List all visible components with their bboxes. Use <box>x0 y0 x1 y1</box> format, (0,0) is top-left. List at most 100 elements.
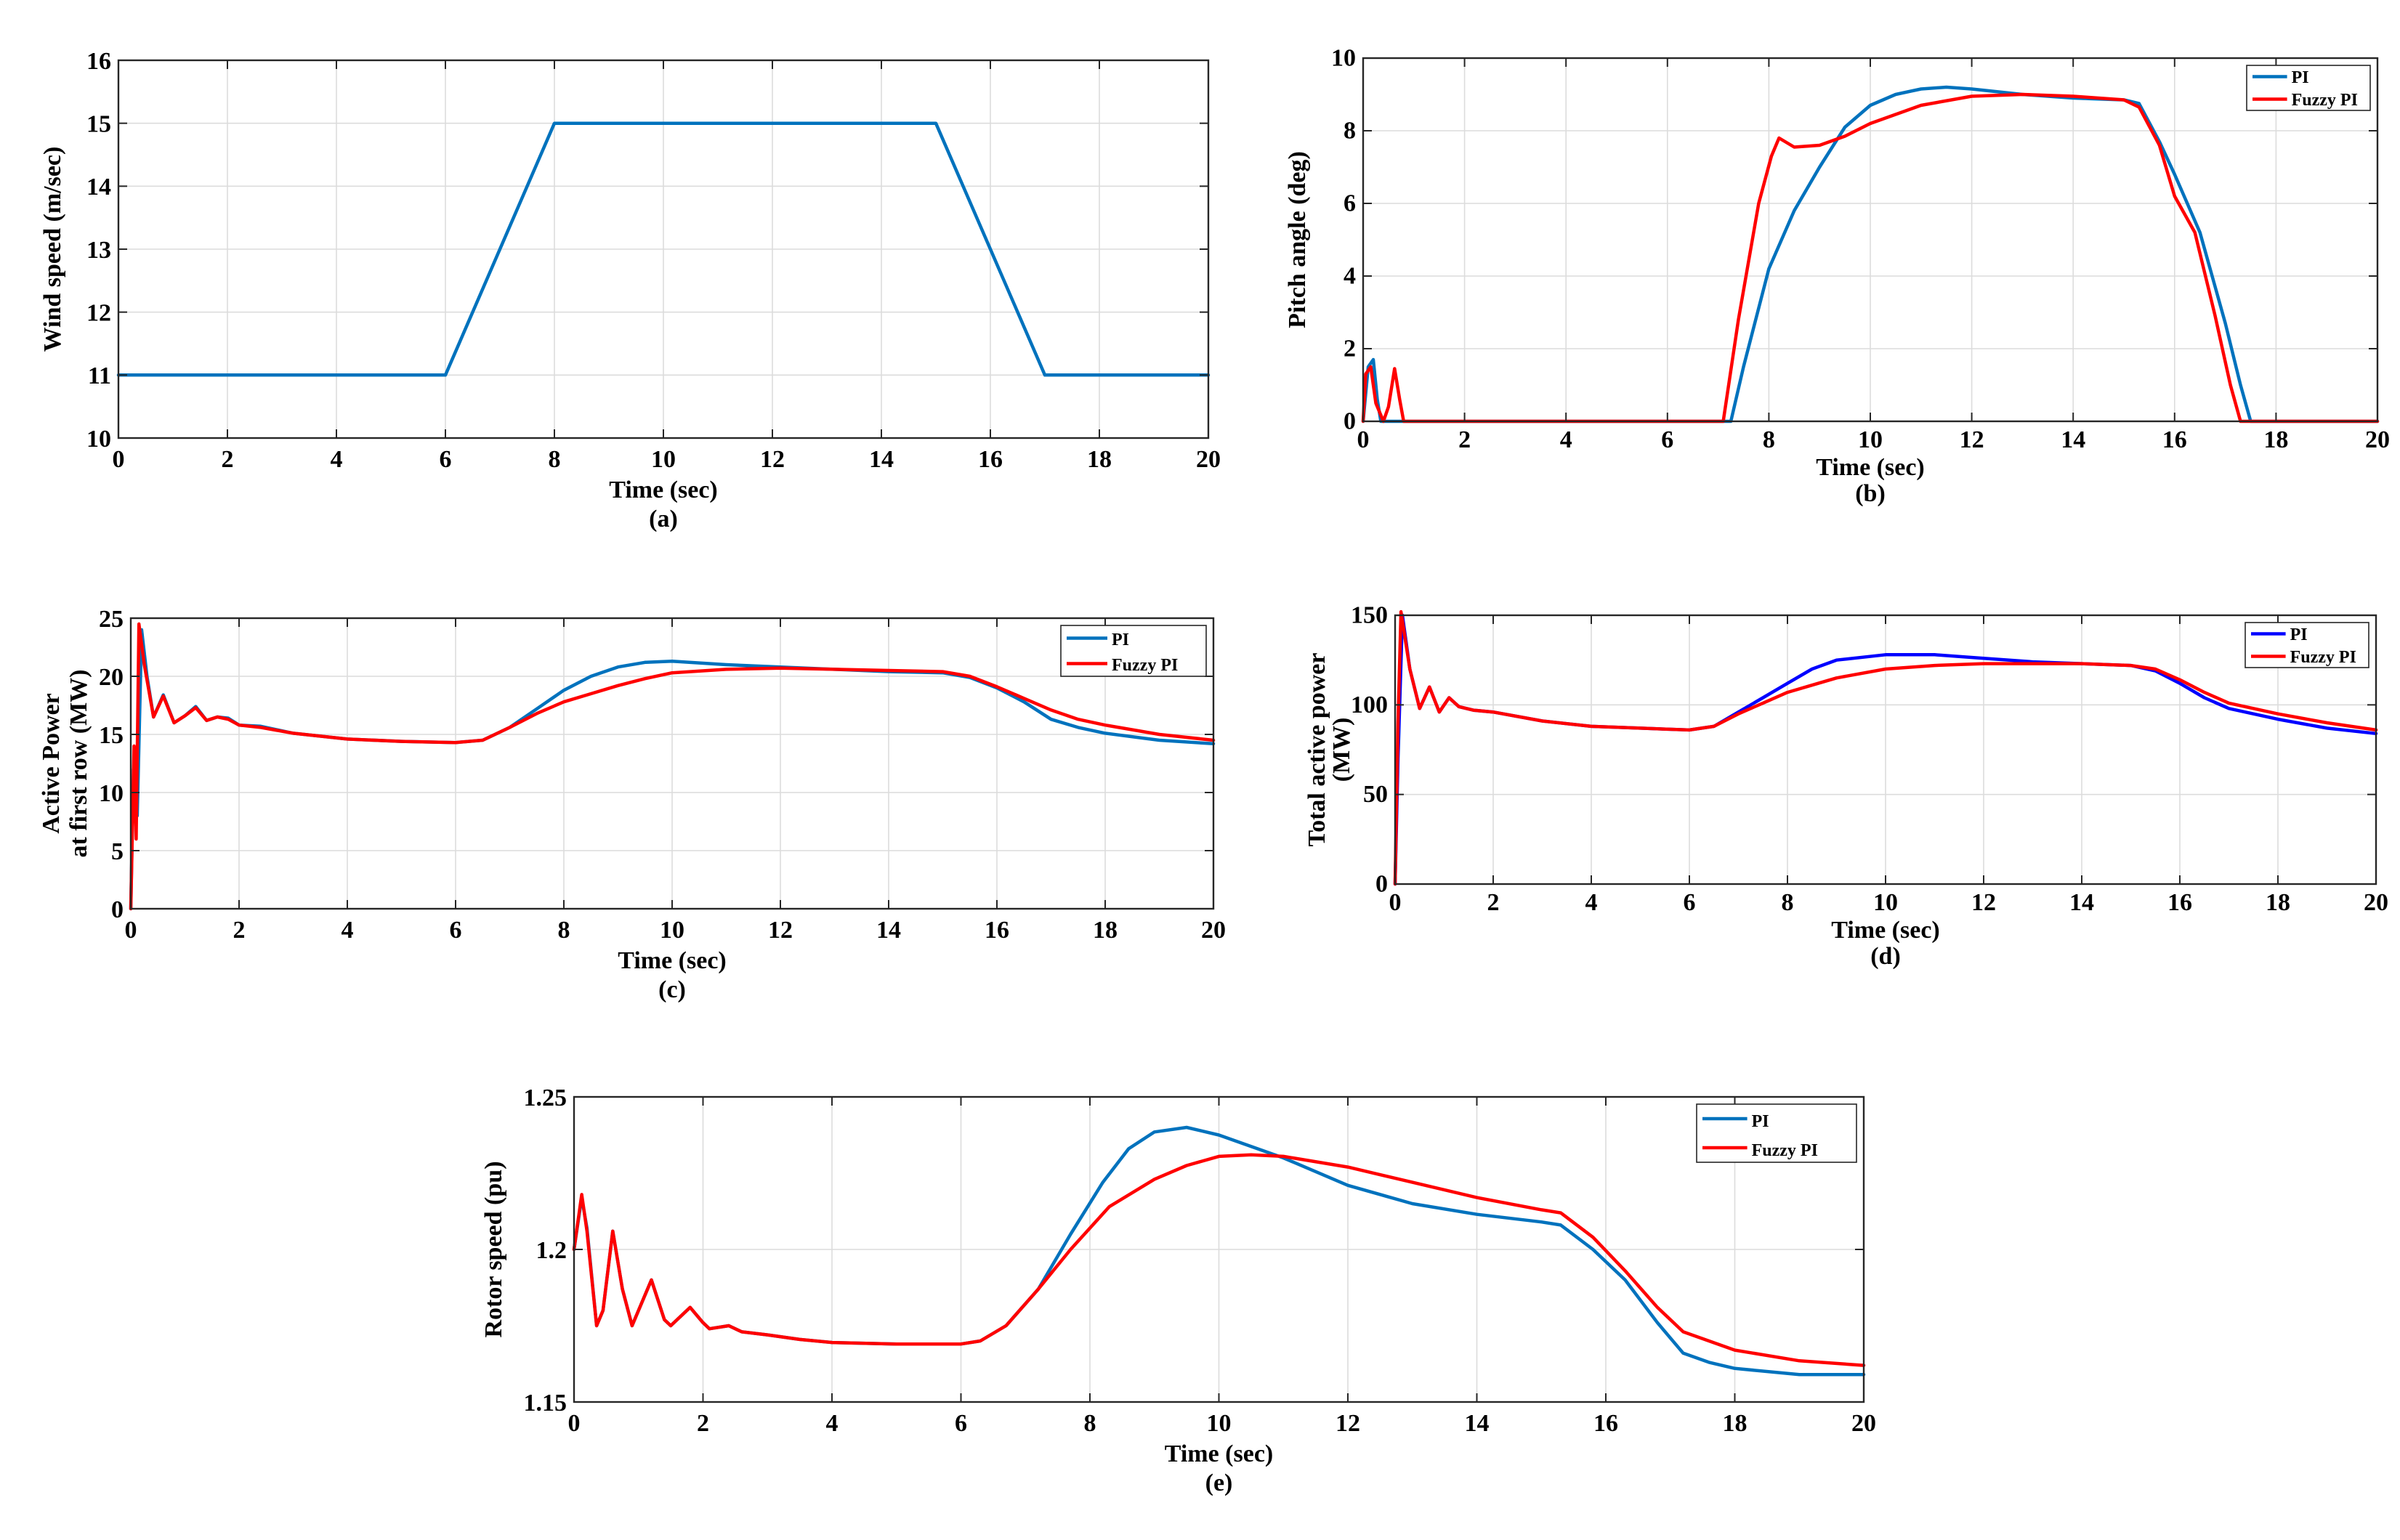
chart-panel-a: 0 2 4 6 8 10 12 14 16 18 20 10 11 12 13 14 15 16 Time (sec… <box>39 48 1221 532</box>
y-tick-label: 1.15 <box>524 1390 567 1417</box>
x-tick-label: 18 <box>2266 889 2290 916</box>
x-axis-label: Time (sec) <box>1165 1440 1273 1467</box>
x-tick-label: 10 <box>1858 426 1883 453</box>
y-tick-label: 12 <box>86 300 111 327</box>
y-tick-label: 10 <box>1331 45 1356 72</box>
x-tick-label: 8 <box>549 446 561 473</box>
x-tick-label: 20 <box>1851 1410 1876 1437</box>
x-tick-label: 2 <box>697 1410 709 1437</box>
x-tick-label: 14 <box>876 917 901 944</box>
y-tick-label: 25 <box>99 606 124 633</box>
subfigure-caption: (a) <box>649 506 678 532</box>
y-tick-label: 13 <box>86 237 111 264</box>
x-tick-label: 18 <box>1093 917 1118 944</box>
y-tick-label: 10 <box>99 780 124 807</box>
y-axis-label: Active Power <box>38 693 65 834</box>
x-tick-label: 0 <box>113 446 125 473</box>
x-tick-label: 20 <box>2364 889 2388 916</box>
x-tick-label: 18 <box>1087 446 1112 473</box>
legend: PI Fuzzy PI <box>1060 625 1207 677</box>
legend: PI Fuzzy PI <box>2245 622 2369 668</box>
x-tick-label: 18 <box>1723 1410 1748 1437</box>
x-tick-label: 6 <box>1661 426 1673 453</box>
x-tick-label: 16 <box>978 446 1003 473</box>
x-tick-label: 20 <box>1196 446 1221 473</box>
y-tick-label: 5 <box>111 838 124 865</box>
legend-label: PI <box>2290 625 2308 644</box>
series-line-fuzzy-pi <box>129 622 1216 911</box>
chart-panel-d: 0 2 4 6 8 10 12 14 16 18 20 0 50 100 150 Time (sec)(d) T… <box>1304 602 2388 970</box>
y-tick-label: 150 <box>1351 602 1388 629</box>
legend-label: Fuzzy PI <box>1112 656 1178 675</box>
x-tick-label: 14 <box>869 446 894 473</box>
x-tick-label: 14 <box>1465 1410 1490 1437</box>
y-tick-label: 0 <box>111 896 124 923</box>
legend-label: PI <box>1752 1112 1769 1131</box>
x-tick-label: 2 <box>233 917 246 944</box>
x-tick-label: 16 <box>2167 889 2192 916</box>
chart-panel-e: 0 2 4 6 8 10 12 14 16 18 20 1.15 1.2 1.25 Time (sec) (e… <box>480 1085 1876 1496</box>
x-tick-label: 14 <box>2069 889 2094 916</box>
legend-label: Fuzzy PI <box>2292 91 2358 110</box>
legend-label: PI <box>1112 631 1129 649</box>
x-tick-label: 0 <box>125 917 137 944</box>
x-tick-label: 20 <box>1201 917 1226 944</box>
x-tick-label: 6 <box>450 917 462 944</box>
legend: PI Fuzzy PI <box>2246 65 2371 111</box>
x-axis-label: Time (sec) <box>1816 454 1924 481</box>
x-tick-label: 10 <box>651 446 676 473</box>
x-tick-label: 6 <box>1684 889 1696 916</box>
x-tick-label: 0 <box>568 1410 581 1437</box>
y-tick-label: 15 <box>86 111 111 138</box>
chart-panel-c: 0 2 4 6 8 10 12 14 16 18 20 0 5 10 15 20 25 Time (sec)(c)… <box>38 606 1226 1003</box>
series-line-fuzzy-pi <box>572 1153 1866 1367</box>
x-tick-label: 18 <box>2263 426 2288 453</box>
legend-label: Fuzzy PI <box>1752 1141 1818 1160</box>
x-tick-label: 4 <box>342 917 354 944</box>
legend-label: PI <box>2292 68 2309 87</box>
x-tick-label: 2 <box>1458 426 1471 453</box>
y-axis-label: Wind speed (m/sec) <box>39 147 66 352</box>
x-tick-label: 2 <box>1487 889 1500 916</box>
x-tick-label: 10 <box>660 917 684 944</box>
y-tick-label: 16 <box>86 48 111 75</box>
x-axis-label: Time (sec) <box>618 947 726 974</box>
y-axis-label: Pitch angle (deg) <box>1284 151 1311 328</box>
x-tick-label: 10 <box>1873 889 1898 916</box>
x-tick-label: 4 <box>826 1410 839 1437</box>
y-tick-label: 1.2 <box>536 1237 567 1264</box>
y-tick-label: 8 <box>1344 118 1356 145</box>
y-axis-label: Total active power <box>1304 653 1330 847</box>
y-tick-label: 11 <box>88 362 111 389</box>
legend-box <box>2246 65 2371 111</box>
x-axis-label: Time (sec) <box>609 477 717 503</box>
y-axis-label: (MW) <box>1328 718 1355 782</box>
y-axis-label: at first row (MW) <box>65 669 92 857</box>
x-tick-label: 0 <box>1357 426 1370 453</box>
y-tick-label: 50 <box>1363 781 1388 808</box>
subfigure-caption: (e) <box>1205 1470 1233 1496</box>
x-tick-label: 10 <box>1207 1410 1232 1437</box>
series-line-wind-speed <box>116 121 1211 377</box>
x-tick-label: 8 <box>1782 889 1794 916</box>
legend-box <box>1696 1103 1857 1163</box>
y-tick-label: 4 <box>1344 263 1356 290</box>
x-tick-label: 6 <box>440 446 452 473</box>
y-tick-label: 10 <box>86 426 111 453</box>
series-line-fuzzy-pi <box>1361 92 2380 423</box>
y-tick-label: 2 <box>1344 336 1356 362</box>
x-axis-label: Time (sec) <box>1831 917 1939 944</box>
y-tick-label: 0 <box>1375 871 1388 898</box>
x-tick-label: 4 <box>1560 426 1572 453</box>
y-axis-label: Rotor speed (pu) <box>480 1161 507 1337</box>
x-tick-label: 8 <box>1084 1410 1096 1437</box>
x-tick-label: 12 <box>760 446 785 473</box>
y-tick-label: 20 <box>99 664 124 691</box>
legend-box <box>1060 625 1207 677</box>
y-tick-label: 1.25 <box>524 1085 567 1111</box>
x-tick-label: 8 <box>558 917 570 944</box>
legend-label: Fuzzy PI <box>2290 648 2356 667</box>
legend-box <box>2245 622 2369 668</box>
